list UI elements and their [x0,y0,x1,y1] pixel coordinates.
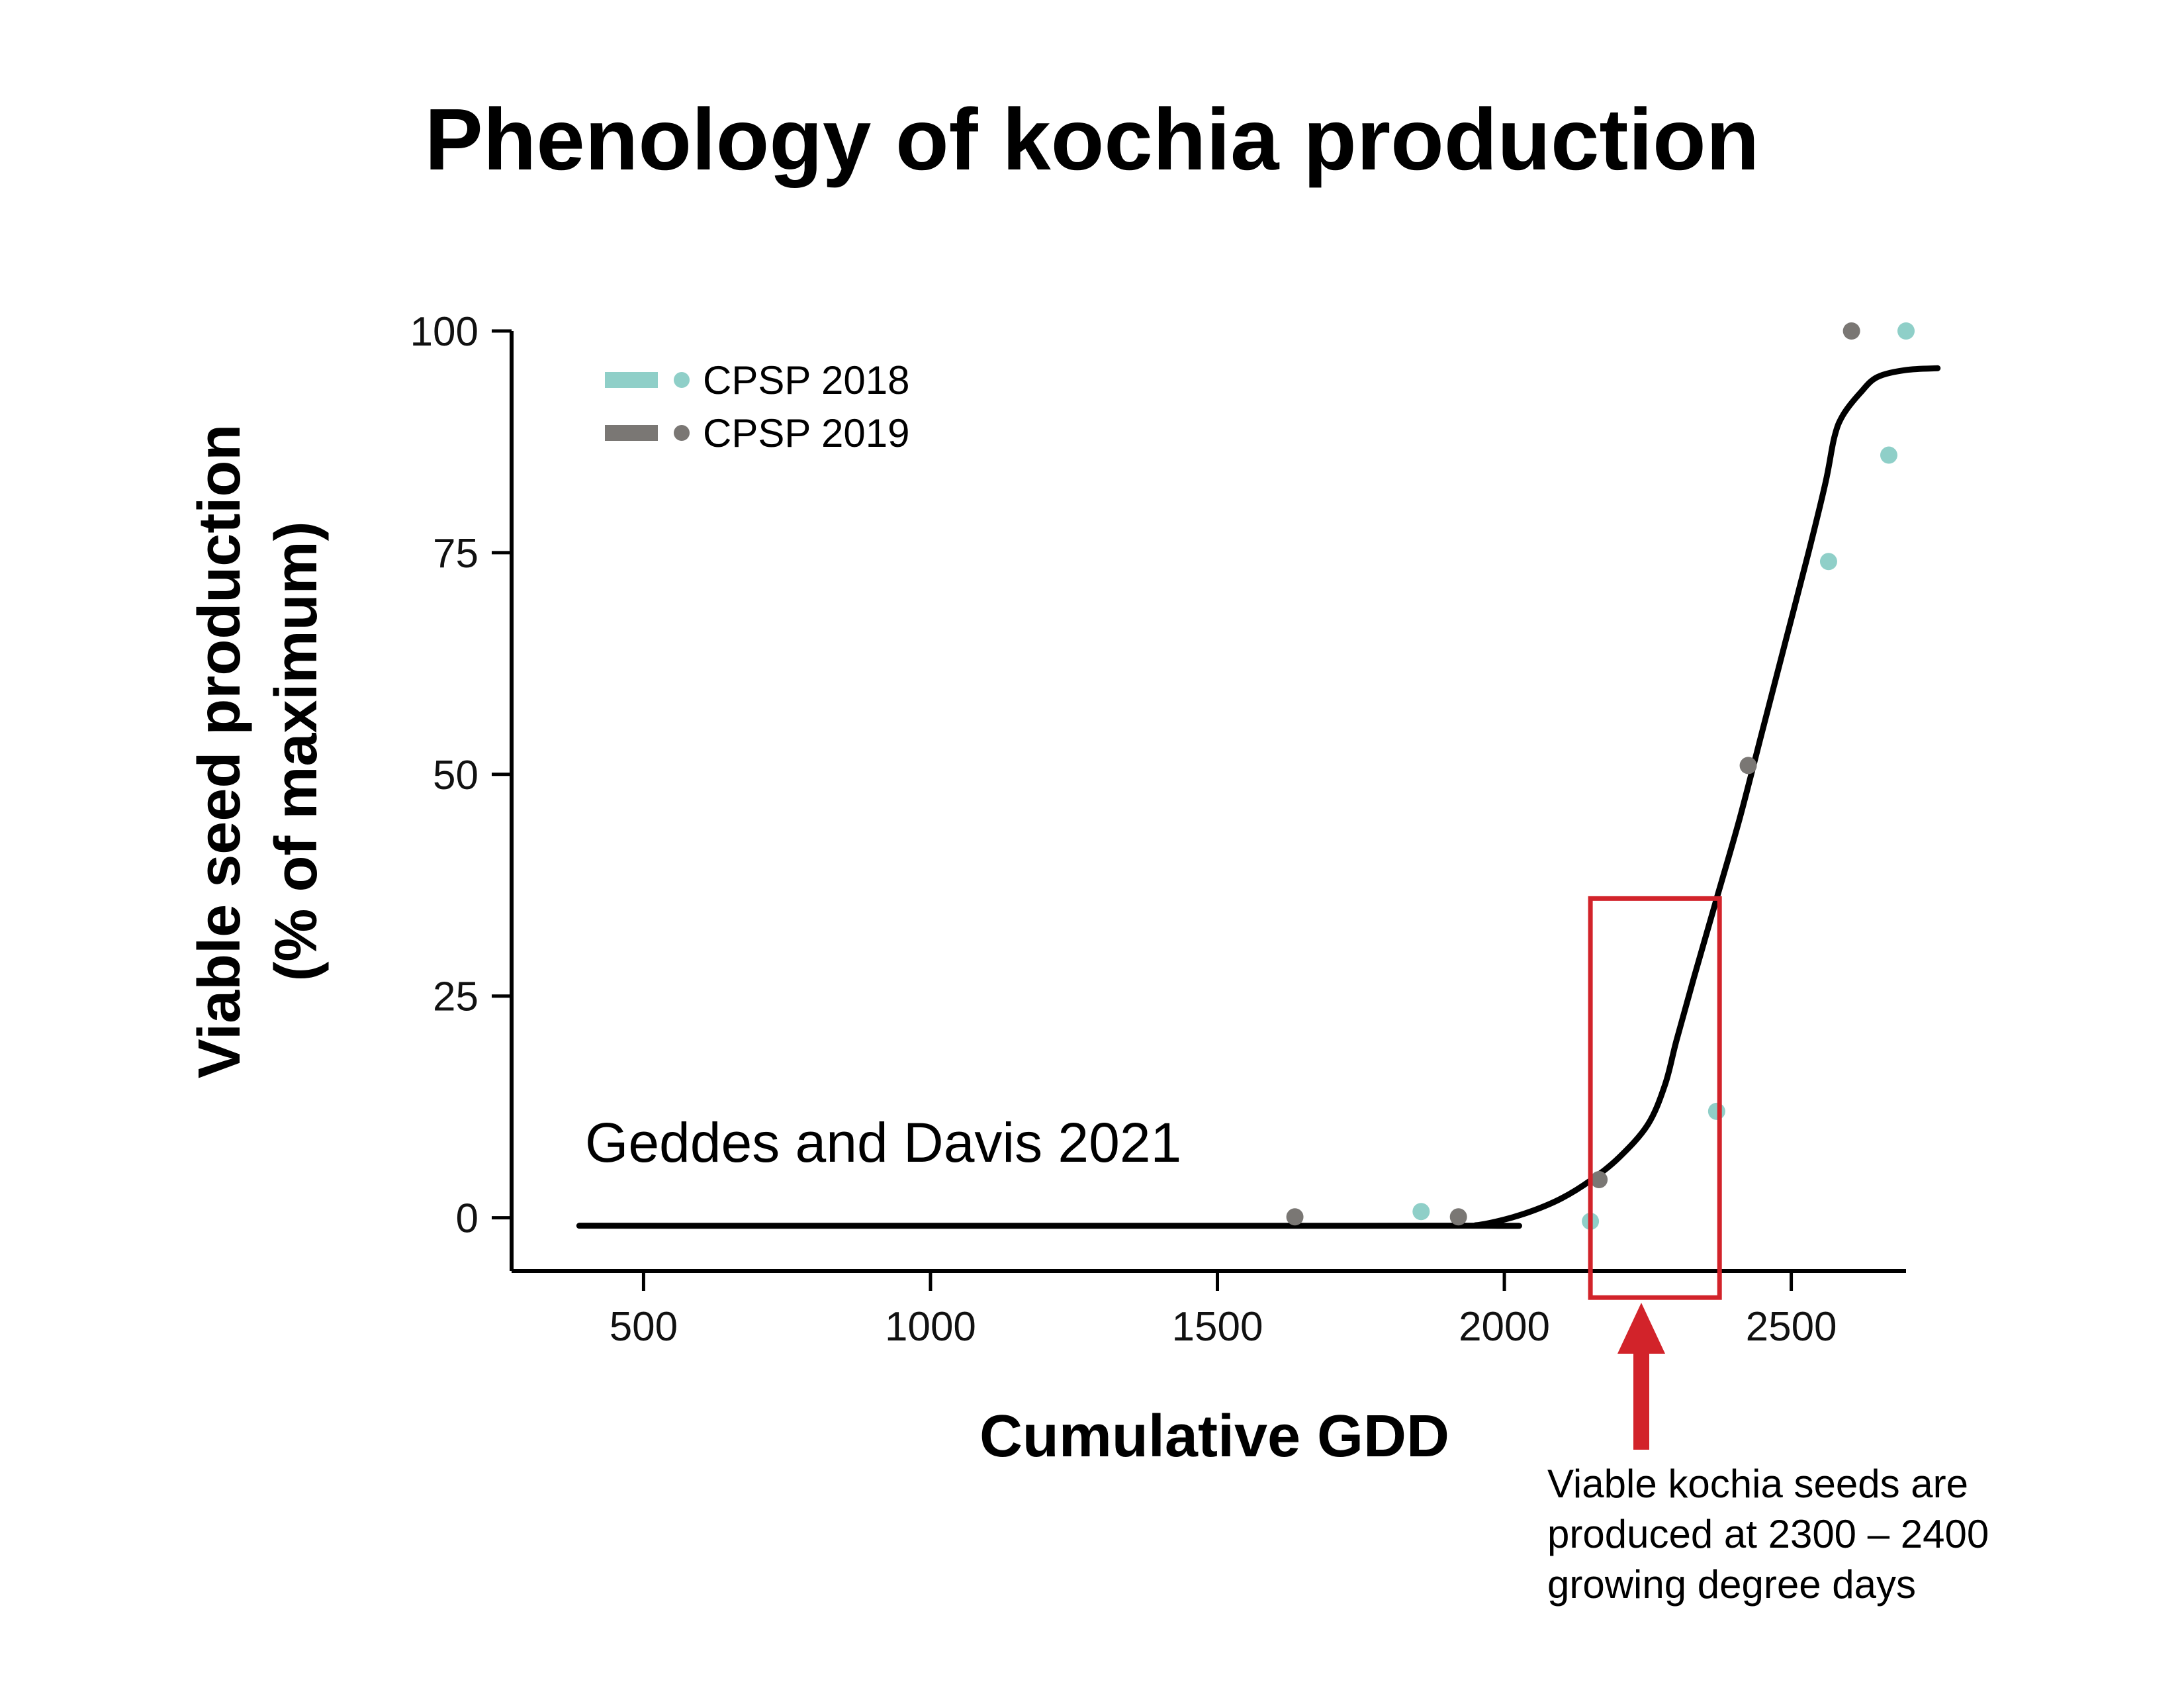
axes: 0 25 50 75 100 500 1000 1500 2000 2500 [410,309,1906,1350]
x-tick-label: 2500 [1746,1304,1837,1350]
fit-curve-line [576,365,1941,1229]
data-point-series-2 [1843,322,1860,340]
y-tick-label: 100 [410,309,478,355]
arrow-head [1617,1303,1665,1354]
data-point-series-1 [1707,1102,1725,1120]
y-axis-title-line-1: Viable seed production [187,424,253,1079]
data-point-series-1 [1880,446,1897,464]
red-arrow [1617,1303,1665,1450]
y-axis-title-line-2: (% of maximum) [263,521,330,981]
legend: CPSP 2018 CPSP 2019 [605,358,909,455]
x-tick-label: 2000 [1459,1304,1550,1350]
x-tick-label: 1500 [1172,1304,1263,1350]
x-tick-label: 1000 [885,1304,976,1350]
legend-swatch-dot [674,372,690,388]
annotation-note: Viable kochia seeds are produced at 2300… [1547,1462,1989,1607]
highlight-box [1588,896,1722,1300]
note-line-2: produced at 2300 – 2400 [1547,1512,1989,1556]
note-line-1: Viable kochia seeds are [1547,1462,1968,1506]
x-axis-title: Cumulative GDD [979,1403,1449,1470]
y-axis-title: Viable seed production (% of maximum) [187,424,330,1079]
y-tick-label: 75 [433,531,478,577]
data-point-series-1 [1412,1203,1430,1221]
data-point-series-2 [1286,1208,1304,1226]
data-point-series-1 [1897,322,1915,340]
y-tick-label: 0 [456,1196,478,1242]
data-point-series-1 [1819,553,1837,571]
legend-swatch-line [605,372,658,388]
legend-swatch-dot [674,425,690,441]
x-tick-label: 500 [610,1304,678,1350]
legend-swatch-line [605,425,658,441]
arrow-shaft [1633,1350,1649,1450]
data-point-series-2 [1449,1208,1467,1226]
legend-label: CPSP 2018 [703,358,909,402]
fit-curve-layer [576,365,1941,1229]
data-point-series-2 [1590,1171,1608,1189]
chart-title: Phenology of kochia production [425,91,1760,188]
data-point-series-2 [1739,757,1757,774]
data-points-layer [1286,322,1915,1230]
curve-label: Geddes and Davis 2021 [585,1111,1181,1174]
note-line-3: growing degree days [1547,1562,1916,1607]
y-tick-label: 50 [433,753,478,798]
y-tick-label: 25 [433,974,478,1020]
legend-label: CPSP 2019 [703,411,909,455]
